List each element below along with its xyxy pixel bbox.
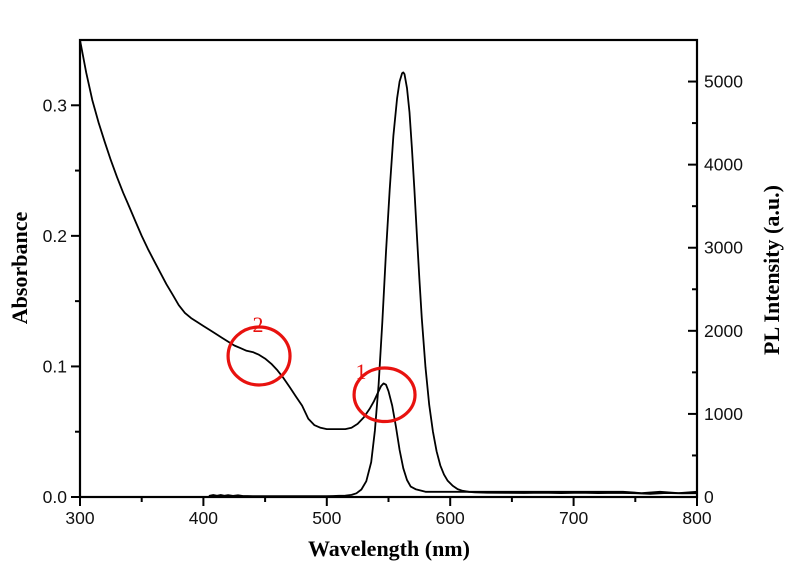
x-axis-tick-label: 700 [559, 508, 588, 528]
annotation-circle-2 [226, 325, 292, 387]
left-axis-tick-label: 0.1 [43, 356, 67, 376]
right-axis-tick-label: 0 [704, 487, 714, 507]
right-axis-tick-label: 4000 [704, 155, 743, 175]
left-axis-tick-label: 0.3 [43, 95, 67, 115]
x-axis-tick-label: 800 [682, 508, 711, 528]
annotation-number-1: 1 [355, 359, 366, 384]
right-axis-tick-label: 3000 [704, 238, 743, 258]
right-axis-tick-label: 5000 [704, 72, 743, 92]
right-axis-title: PL Intensity (a.u.) [759, 185, 784, 355]
right-axis-tick-label: 1000 [704, 404, 743, 424]
annotation-number-2: 2 [252, 312, 263, 337]
right-axis-tick-label: 2000 [704, 321, 743, 341]
left-axis-tick-label: 0.0 [43, 487, 68, 507]
pl-emission-spectrum-curve [208, 71, 698, 498]
x-axis-title: Wavelength (nm) [308, 536, 470, 561]
x-axis-tick-label: 500 [312, 508, 341, 528]
absorbance-spectrum-curve [79, 39, 698, 495]
x-axis-tick-label: 300 [65, 508, 94, 528]
left-axis-title: Absorbance [7, 211, 32, 325]
x-axis-tick-label: 600 [436, 508, 465, 528]
plot-border [78, 38, 699, 499]
annotation-circle-1 [352, 366, 417, 424]
left-axis-tick-label: 0.2 [43, 226, 67, 246]
x-axis-tick-label: 400 [189, 508, 218, 528]
